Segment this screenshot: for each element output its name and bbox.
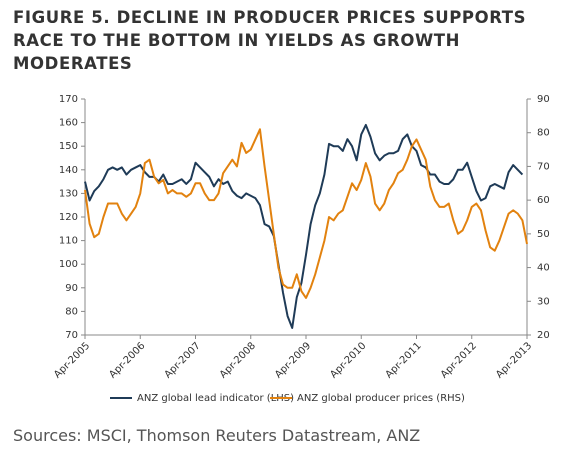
legend-label: ANZ global producer prices (RHS) — [297, 393, 465, 404]
x-tick-label: Apr-2006 — [107, 340, 147, 380]
y-tick-label: 110 — [59, 236, 78, 247]
x-tick-label: Apr-2013 — [494, 340, 534, 380]
y-tick-label: 90 — [65, 283, 78, 294]
y2-tick-label: 20 — [537, 330, 550, 341]
y2-tick-label: 60 — [537, 195, 550, 206]
x-tick-label: Apr-2005 — [52, 340, 92, 380]
chart-title: FIGURE 5. DECLINE IN PRODUCER PRICES SUP… — [13, 8, 527, 73]
y-tick-label: 130 — [59, 188, 78, 199]
y2-tick-label: 70 — [537, 161, 550, 172]
y-tick-label: 160 — [59, 118, 78, 129]
y-tick-label: 120 — [59, 212, 78, 223]
chart: 70 80 90 100 110 120 130 140 150 160 170 20 30 40 50 60… — [52, 94, 550, 404]
y-tick-label: 140 — [59, 165, 78, 176]
series-line — [84, 128, 528, 299]
series-line — [84, 123, 524, 329]
x-tick-label: Apr-2010 — [328, 340, 368, 380]
y-tick-label: 70 — [65, 330, 78, 341]
source-note: Sources: MSCI, Thomson Reuters Datastrea… — [13, 426, 421, 445]
y-tick-label: 170 — [59, 94, 78, 105]
y2-tick-label: 90 — [537, 94, 550, 105]
y-tick-label: 100 — [59, 259, 78, 270]
y2-tick-label: 80 — [537, 128, 550, 139]
x-tick-label: Apr-2008 — [218, 340, 258, 380]
y-tick-label: 150 — [59, 141, 78, 152]
y-tick-label: 80 — [65, 306, 78, 317]
y2-tick-label: 30 — [537, 296, 550, 307]
legend-label: ANZ global lead indicator (LHS) — [137, 393, 294, 404]
x-tick-label: Apr-2009 — [273, 340, 313, 380]
x-tick-label: Apr-2011 — [384, 340, 424, 380]
x-tick-label: Apr-2007 — [163, 340, 203, 380]
x-tick-label: Apr-2012 — [439, 340, 479, 380]
y2-tick-label: 50 — [537, 229, 550, 240]
y2-tick-label: 40 — [537, 263, 550, 274]
